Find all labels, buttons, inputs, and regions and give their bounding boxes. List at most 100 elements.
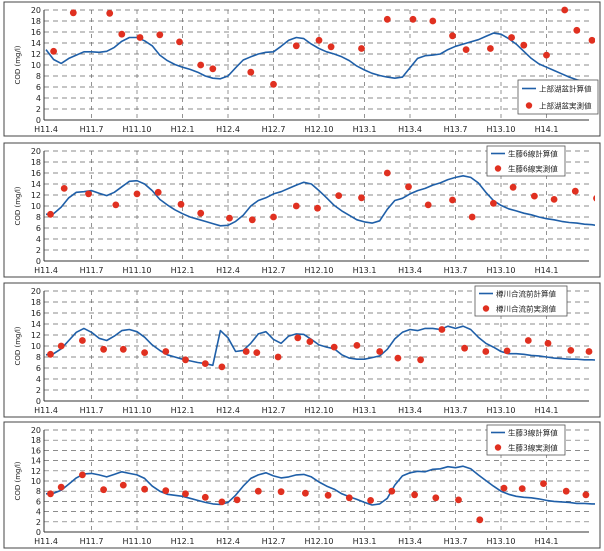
x-tick-label: H13.1 bbox=[353, 266, 377, 275]
data-point bbox=[162, 348, 170, 355]
series-line bbox=[45, 175, 595, 227]
x-tick-label: H13.7 bbox=[444, 537, 468, 546]
x-tick-label: H13.10 bbox=[487, 537, 516, 546]
x-tick-label: H12.1 bbox=[171, 125, 195, 134]
x-tick-label: H12.7 bbox=[262, 125, 286, 134]
x-tick-label: H12.10 bbox=[305, 266, 334, 275]
data-point bbox=[57, 483, 65, 491]
data-point bbox=[248, 216, 256, 224]
data-point bbox=[197, 209, 205, 217]
x-tick-label: H14.1 bbox=[535, 125, 559, 134]
y-tick-label: 4 bbox=[36, 94, 41, 103]
data-point bbox=[226, 214, 233, 222]
data-point bbox=[176, 38, 183, 46]
data-point bbox=[520, 41, 528, 49]
data-point bbox=[242, 348, 250, 355]
x-tick-label: H13.4 bbox=[398, 125, 422, 134]
data-point bbox=[197, 61, 205, 69]
data-point bbox=[424, 201, 432, 209]
x-tick-label: H13.7 bbox=[444, 406, 468, 415]
data-point bbox=[449, 196, 456, 204]
data-point bbox=[550, 196, 558, 203]
chart-panel-2: 0 2 4 6 8 10 12 14 16 18 20 H11.4 H11.7 H11.10 H12.1 H1… bbox=[3, 142, 601, 278]
x-tick-label: H12.10 bbox=[305, 125, 334, 134]
y-tick-label: 10 bbox=[31, 202, 41, 211]
data-point bbox=[330, 343, 338, 351]
plot-area bbox=[45, 325, 595, 371]
x-tick-label: H11.7 bbox=[80, 266, 104, 275]
y-tick-label: 4 bbox=[36, 508, 41, 517]
data-point bbox=[449, 32, 456, 40]
data-point bbox=[455, 496, 462, 504]
y-tick-label: 20 bbox=[31, 287, 41, 296]
y-tick-label: 14 bbox=[31, 39, 41, 48]
x-tick-label: H11.10 bbox=[123, 125, 152, 134]
data-point bbox=[106, 9, 114, 17]
data-point bbox=[47, 490, 54, 498]
y-tick-label: 10 bbox=[31, 61, 41, 70]
data-point bbox=[292, 202, 300, 210]
x-tick-label: H11.4 bbox=[34, 537, 58, 546]
y-tick-label: 4 bbox=[36, 375, 41, 384]
data-point bbox=[394, 354, 402, 362]
data-point bbox=[593, 195, 595, 202]
y-tick-label: 2 bbox=[36, 105, 41, 114]
data-point bbox=[254, 487, 262, 495]
y-tick-label: 12 bbox=[31, 331, 41, 340]
y-tick-label: 12 bbox=[31, 191, 41, 200]
data-point bbox=[482, 348, 490, 355]
chart-panel-1: 0 2 4 6 8 10 12 14 16 18 20 H11.4 H11.7 H11.10 H12.1 H1… bbox=[3, 1, 601, 137]
y-axis-label: COD (mg/l) bbox=[14, 461, 22, 500]
legend-dot-swatch bbox=[494, 165, 502, 172]
y-tick-label: 12 bbox=[31, 50, 41, 59]
y-tick-label: 18 bbox=[31, 158, 41, 167]
data-point bbox=[118, 30, 126, 38]
data-point bbox=[177, 200, 185, 208]
data-point bbox=[79, 471, 86, 479]
series-line bbox=[45, 325, 595, 367]
x-tick-label: H13.4 bbox=[398, 266, 422, 275]
y-tick-label: 16 bbox=[31, 446, 41, 455]
y-tick-label: 18 bbox=[31, 298, 41, 307]
y-axis-label: COD (mg/l) bbox=[14, 45, 22, 84]
data-point bbox=[253, 349, 261, 356]
x-tick-label: H12.10 bbox=[305, 537, 334, 546]
data-point bbox=[162, 487, 170, 495]
data-point bbox=[376, 348, 384, 355]
data-point bbox=[432, 494, 440, 502]
data-point bbox=[383, 15, 391, 23]
x-tick-label: H11.7 bbox=[80, 125, 104, 134]
data-point bbox=[544, 339, 552, 347]
data-point bbox=[383, 169, 391, 177]
data-point bbox=[585, 348, 593, 355]
data-point bbox=[503, 347, 511, 355]
y-tick-label: 6 bbox=[36, 364, 41, 373]
data-point bbox=[367, 497, 374, 504]
y-tick-label: 2 bbox=[36, 246, 41, 255]
y-tick-label: 6 bbox=[36, 497, 41, 506]
data-point bbox=[567, 347, 575, 354]
data-point bbox=[133, 190, 141, 198]
x-tick-label: H12.1 bbox=[171, 537, 195, 546]
x-tick-label: H11.4 bbox=[34, 266, 58, 275]
data-point bbox=[561, 6, 569, 14]
y-tick-label: 16 bbox=[31, 309, 41, 318]
plot-area bbox=[45, 426, 595, 524]
data-point bbox=[277, 488, 285, 496]
legend-dot-swatch bbox=[494, 444, 502, 451]
data-point bbox=[50, 47, 57, 55]
y-tick-label: 12 bbox=[31, 467, 41, 476]
data-point bbox=[57, 342, 65, 350]
plot-area bbox=[45, 6, 595, 88]
data-point bbox=[388, 487, 396, 495]
y-tick-label: 18 bbox=[31, 436, 41, 445]
data-point bbox=[156, 31, 164, 39]
data-point bbox=[429, 17, 437, 25]
data-point bbox=[209, 65, 217, 73]
plot-area bbox=[45, 169, 595, 227]
x-tick-label: H12.10 bbox=[305, 406, 334, 415]
x-tick-label: H11.10 bbox=[123, 266, 152, 275]
x-tick-label: H11.4 bbox=[34, 125, 58, 134]
